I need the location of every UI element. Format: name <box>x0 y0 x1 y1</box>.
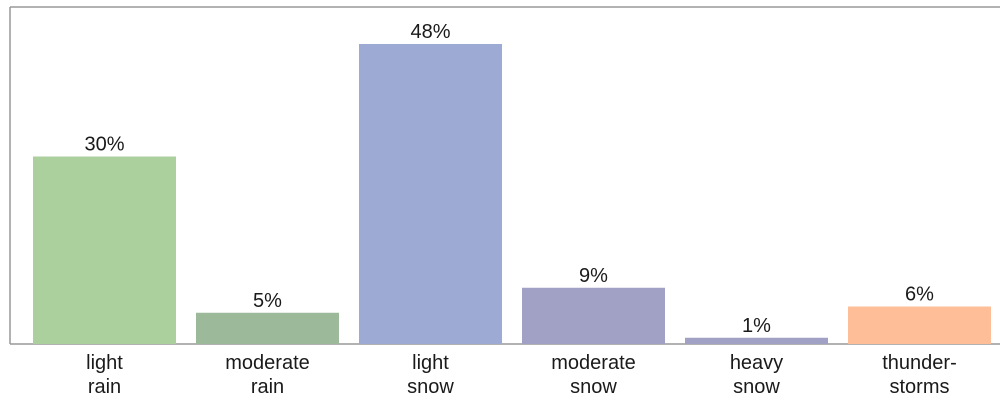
category-label-line: snow <box>407 376 454 398</box>
bar-5 <box>848 306 991 344</box>
category-label-line: heavy <box>730 352 783 374</box>
bar-3 <box>522 287 665 344</box>
bars-group <box>33 44 991 344</box>
bar-value-label-4: 1% <box>742 315 771 337</box>
category-label-line: rain <box>88 376 121 398</box>
bar-value-label-5: 6% <box>905 284 934 306</box>
category-label-5: thunder-storms <box>882 352 957 398</box>
bar-value-label-0: 30% <box>84 134 124 156</box>
category-label-line: thunder- <box>882 352 957 374</box>
bar-value-label-1: 5% <box>253 290 282 312</box>
bar-0 <box>33 156 176 344</box>
bar-value-label-3: 9% <box>579 265 608 287</box>
category-label-line: rain <box>251 376 284 398</box>
category-label-2: light snow <box>407 352 454 398</box>
category-label-line: snow <box>570 376 617 398</box>
category-label-3: moderate snow <box>551 352 636 398</box>
bar-value-label-2: 48% <box>410 21 450 43</box>
bar-1 <box>196 312 339 344</box>
category-label-line: storms <box>890 376 950 398</box>
category-label-line: light <box>86 352 123 374</box>
category-label-0: light rain <box>86 352 123 398</box>
category-label-line: snow <box>733 376 780 398</box>
category-label-line: light <box>412 352 449 374</box>
bar-4 <box>685 337 828 344</box>
bar-2 <box>359 44 502 344</box>
category-label-line: moderate <box>551 352 636 374</box>
category-label-1: moderate rain <box>225 352 310 398</box>
value-labels-group: 30% 5% 48% 9% 1% 6% <box>84 21 934 337</box>
category-label-4: heavy snow <box>730 352 783 398</box>
category-label-line: moderate <box>225 352 310 374</box>
